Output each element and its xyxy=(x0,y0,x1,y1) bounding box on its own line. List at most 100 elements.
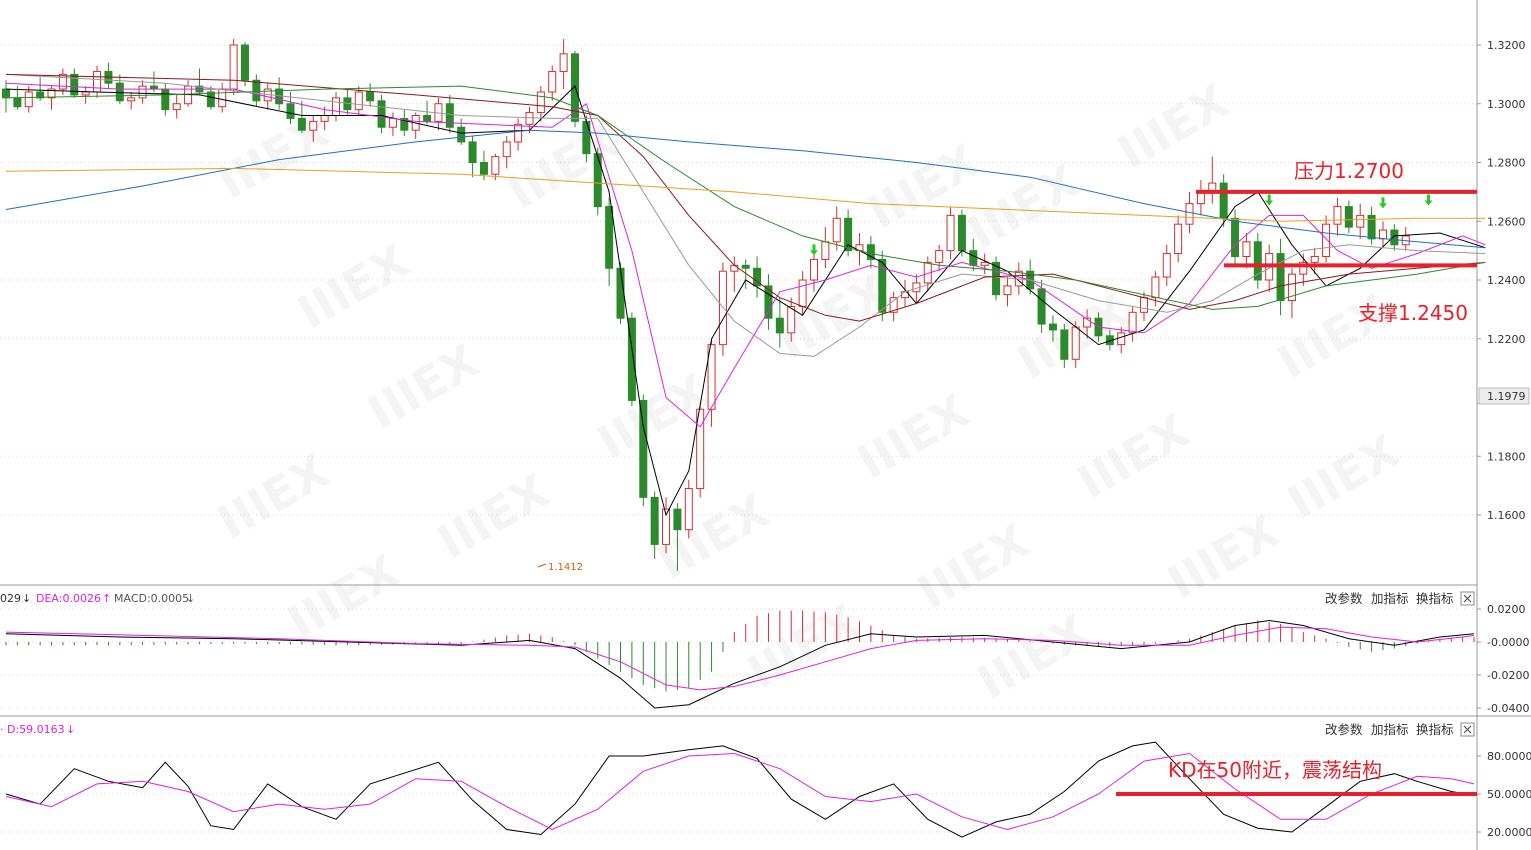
candle-up xyxy=(81,91,90,96)
signal-arrow-icon xyxy=(809,244,818,256)
candle-up xyxy=(1287,273,1296,302)
macd-close-icon[interactable] xyxy=(1460,591,1475,606)
candle-down xyxy=(764,285,773,319)
candle-up xyxy=(1174,223,1183,255)
candle-down xyxy=(377,100,386,128)
candle-down xyxy=(115,82,124,102)
candle-up xyxy=(24,91,33,108)
watermark-logo: IIIEX xyxy=(359,334,488,440)
watermark-logo: IIIEX xyxy=(739,594,868,700)
candle-up xyxy=(491,156,500,175)
candle-down xyxy=(468,141,477,163)
watermark-logo: IIIEX xyxy=(1269,284,1398,390)
candle-down xyxy=(1276,253,1285,302)
candle-up xyxy=(172,103,181,111)
candle-down xyxy=(753,267,762,287)
price-series-line-2 xyxy=(5,82,1486,428)
candle-down xyxy=(741,264,750,269)
candle-down xyxy=(775,317,784,334)
price-series-line-6 xyxy=(5,129,1486,249)
candle-up xyxy=(1299,261,1308,275)
dea-arrow-icon: ↑ xyxy=(102,592,111,605)
candle-up xyxy=(684,488,693,531)
candle-down xyxy=(286,103,295,119)
candle-up xyxy=(1003,285,1012,296)
candle-up xyxy=(832,217,841,243)
kd-arrow-icon: ↓ xyxy=(66,723,75,736)
kd-add-indicator-button[interactable]: 加指标 xyxy=(1371,722,1409,737)
macd-y-tick-label: -0.0400 xyxy=(1487,702,1529,715)
candle-down xyxy=(969,250,978,266)
candle-down xyxy=(878,258,887,313)
candle-up xyxy=(354,91,363,111)
candle-up xyxy=(138,85,147,99)
watermark-logo: IIIEX xyxy=(289,234,418,340)
candle-down xyxy=(627,317,636,401)
candle-down xyxy=(582,120,591,155)
candle-down xyxy=(206,91,215,108)
candle-up xyxy=(514,123,523,143)
kd-panel xyxy=(5,741,1475,838)
candle-up xyxy=(320,115,329,122)
candle-up xyxy=(309,120,318,131)
macd-dif-label: 029 xyxy=(0,592,21,605)
candle-up xyxy=(548,70,557,93)
candle-up xyxy=(1333,206,1342,225)
price-y-tick-label: 1.1800 xyxy=(1487,450,1526,463)
kd-y-tick-label: 80.0000 xyxy=(1487,750,1531,763)
candle-up xyxy=(525,112,534,125)
candle-up xyxy=(1242,241,1251,257)
price-y-tick-label: 1.2800 xyxy=(1487,157,1526,170)
min-price-label: 1.1412 xyxy=(548,562,583,573)
macd-value-label: MACD:0.0005 xyxy=(114,592,189,605)
kd-switch-indicator-button[interactable]: 换指标 xyxy=(1416,722,1454,737)
kd-change-params-button[interactable]: 改参数 xyxy=(1325,722,1363,737)
watermark-logo: IIIEX xyxy=(849,384,978,490)
candle-up xyxy=(1310,256,1319,263)
price-series-line-3 xyxy=(5,73,1486,357)
resistance-label: 压力1.2700 xyxy=(1294,159,1404,183)
kd-d-label: D:59.0163 xyxy=(7,723,65,736)
candle-up xyxy=(1083,317,1092,328)
macd-arrow-icon: ↓ xyxy=(186,592,195,605)
price-series-line-4 xyxy=(5,73,1486,322)
candle-down xyxy=(161,88,170,111)
support-label: 支撑1.2450 xyxy=(1358,301,1468,325)
candle-up xyxy=(889,297,898,313)
candle-down xyxy=(36,91,45,99)
watermark-logo: IIIEX xyxy=(209,444,338,550)
candle-up xyxy=(787,305,796,334)
macd-y-tick-label: 0.0200 xyxy=(1487,603,1526,616)
candle-down xyxy=(1231,217,1240,257)
price-y-tick-label: 1.2400 xyxy=(1487,274,1526,287)
candle-down xyxy=(445,103,454,128)
candle-down xyxy=(297,117,306,131)
candle-up xyxy=(1185,203,1194,225)
candle-down xyxy=(1253,241,1262,281)
macd-series-line-1 xyxy=(5,619,1475,709)
kd-series-line-1 xyxy=(5,741,1475,838)
macd-add-indicator-button[interactable]: 加指标 xyxy=(1371,591,1409,606)
candle-up xyxy=(946,214,955,252)
dif-arrow-icon: ↓ xyxy=(22,592,31,605)
candle-down xyxy=(992,261,1001,296)
kd-close-icon[interactable] xyxy=(1460,722,1475,737)
watermark-logo: IIIEX xyxy=(1279,424,1408,530)
candle-up xyxy=(696,408,705,490)
candle-down xyxy=(240,44,249,81)
candle-down xyxy=(1367,214,1376,240)
price-y-tick-label: 1.2600 xyxy=(1487,215,1526,228)
candle-down xyxy=(252,79,261,102)
macd-change-params-button[interactable]: 改参数 xyxy=(1325,591,1363,606)
candle-up xyxy=(1378,229,1387,240)
current-price-label: 1.1979 xyxy=(1487,390,1526,403)
macd-y-tick-label: -0.0200 xyxy=(1487,669,1529,682)
y-axis-labels: 1.3200 1.3000 1.2800 1.2600 1.2400 1.2200 1.18… xyxy=(1477,39,1531,839)
candle-down xyxy=(1344,206,1353,228)
candle-down xyxy=(1390,229,1399,246)
price-y-tick-label: 1.3200 xyxy=(1487,39,1526,52)
candle-up xyxy=(93,70,102,93)
candle-up xyxy=(809,258,818,281)
watermark-logo: IIIEX xyxy=(429,464,558,570)
macd-switch-indicator-button[interactable]: 换指标 xyxy=(1416,591,1454,606)
